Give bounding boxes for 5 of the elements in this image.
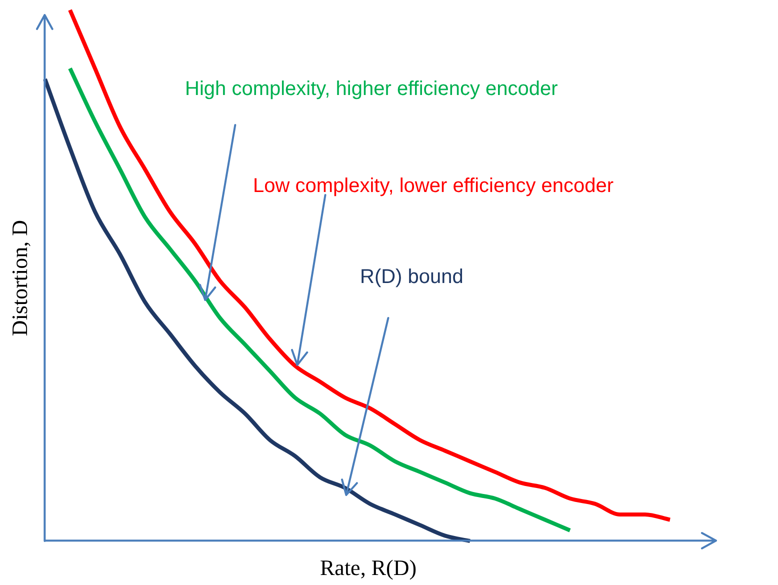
text: High complexity, higher efficiency encoder xyxy=(185,78,558,101)
text: R(D) bound xyxy=(360,266,464,289)
y-axis-title: Distortion, D xyxy=(7,218,33,338)
x-axis-title: Rate, R(D) xyxy=(320,555,417,581)
text: Low complexity, lower efficiency encoder xyxy=(253,175,614,198)
